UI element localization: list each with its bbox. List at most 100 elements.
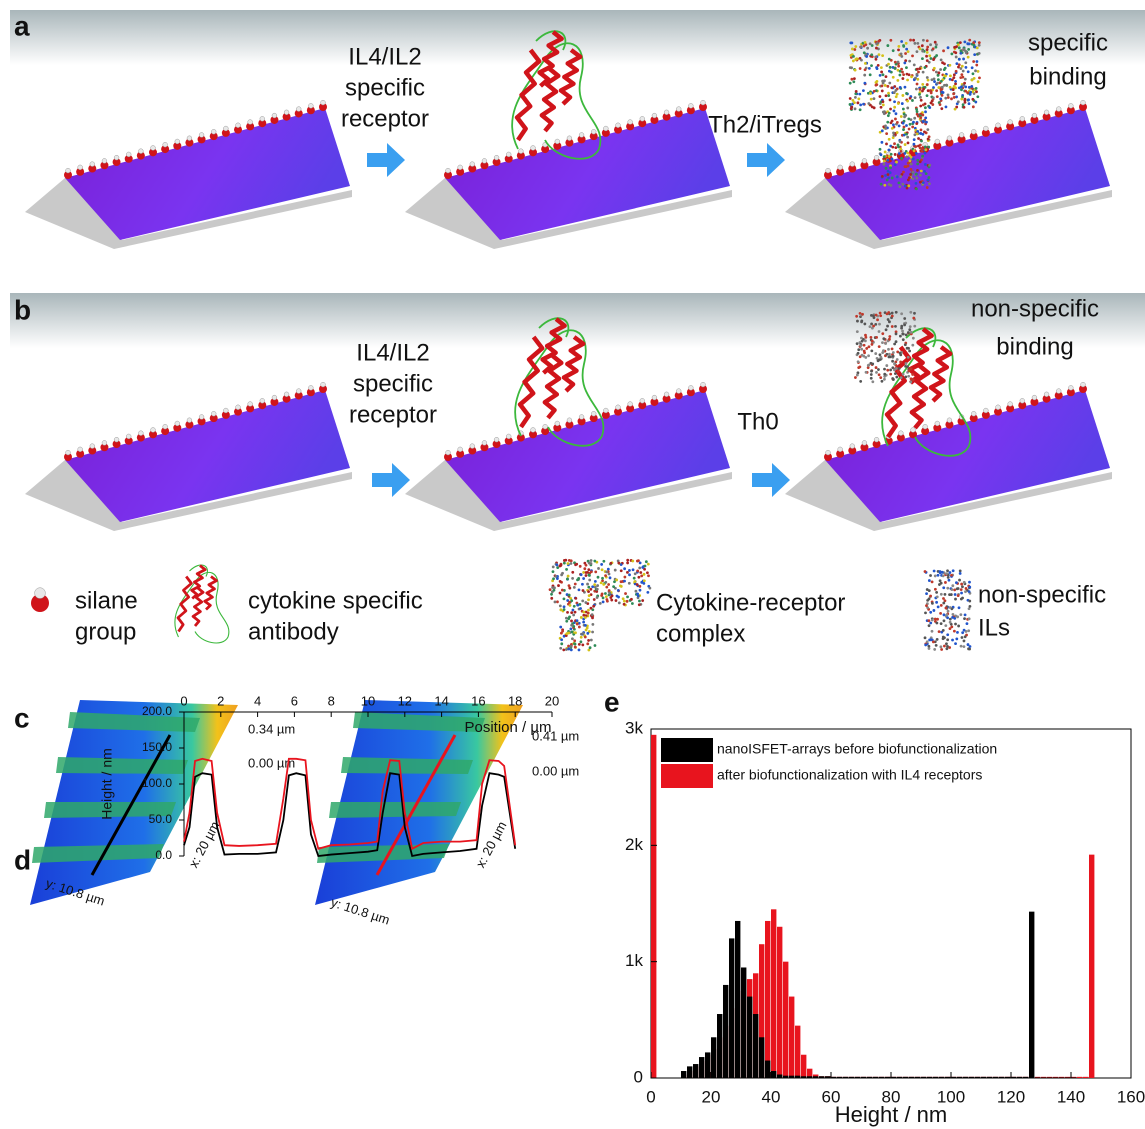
atom [875,83,878,86]
histogram-bar [1029,912,1034,1078]
atom [936,638,939,641]
atom [888,183,891,186]
atom [880,71,883,74]
atom [908,154,911,157]
atom [960,598,963,601]
atom [602,600,605,603]
step-text: Th2/iTregs [708,111,822,138]
y-tick-label: 0 [634,1067,643,1086]
atom [635,590,638,593]
atom [891,360,894,363]
atom [948,579,951,582]
atom [863,351,866,354]
atom [943,619,946,622]
atom [910,331,913,334]
silane-h [506,434,511,439]
atom [967,647,970,650]
atom [561,572,564,575]
atom [571,637,574,640]
atom [921,44,924,47]
afm-image [30,700,238,905]
atom [887,348,890,351]
atom [939,68,942,71]
atom [908,176,911,179]
atom [584,616,587,619]
atom [947,46,950,49]
atom [913,143,916,146]
atom [871,340,874,343]
atom [893,110,896,113]
atom [928,182,931,185]
atom [911,126,914,129]
atom [978,44,981,47]
atom [931,602,934,605]
atom [556,566,559,569]
atom [950,588,953,591]
atom [946,587,949,590]
atom [550,597,553,600]
atom [931,619,934,622]
atom [618,601,621,604]
atom [905,66,908,69]
atom [855,315,858,318]
histogram-bar [777,927,782,1078]
atom [875,336,878,339]
atom [869,92,872,95]
atom [888,338,891,341]
atom [972,105,975,108]
atom [903,62,906,65]
silane-h [494,437,499,442]
atom [928,106,931,109]
atom [963,581,966,584]
atom [924,644,927,647]
silane-h [187,418,192,423]
atom [897,370,900,373]
atom [964,85,967,88]
atom [926,51,929,54]
atom [940,107,943,110]
atom [940,88,943,91]
atom [953,630,956,633]
atom [576,623,579,626]
atom [573,642,576,645]
atom [949,86,952,89]
atom [945,572,948,575]
atom [913,133,916,136]
atom [579,565,582,568]
atom [921,155,924,158]
atom [908,350,911,353]
silane-h [1056,107,1061,112]
atom [925,604,928,607]
atom [977,70,980,73]
atom [919,181,922,184]
atom [896,175,899,178]
atom [870,373,873,376]
atom [937,605,940,608]
atom [889,39,892,42]
histogram-bar [789,1076,794,1078]
x-tick-label: 140 [1057,1087,1085,1106]
atom [911,99,914,102]
atom [860,348,863,351]
atom [968,600,971,603]
atom [591,613,594,616]
y-tick-label: 50.0 [149,812,173,826]
histogram-bar [1053,1077,1058,1078]
histogram-bar [843,1077,848,1078]
atom [892,76,895,79]
result-text: specific [1028,29,1108,56]
histogram-bar [765,921,770,1078]
atom [897,155,900,158]
histogram-bar [681,1071,686,1078]
atom [905,133,908,136]
silane-h [701,382,706,387]
atom [859,355,862,358]
atom [933,57,936,60]
atom [879,74,882,77]
histogram-bar [897,1077,902,1078]
atom [935,89,938,92]
atom [964,78,967,81]
atom [626,562,629,565]
atom [929,622,932,625]
atom [586,583,589,586]
